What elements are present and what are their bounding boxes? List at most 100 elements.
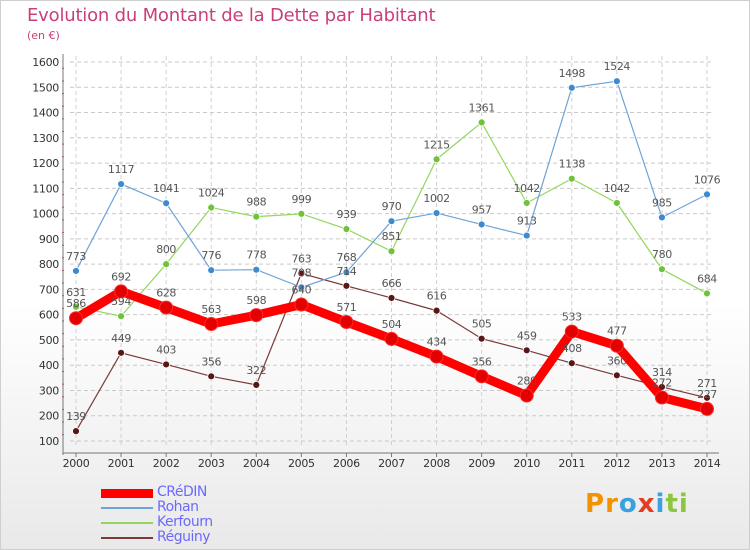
data-point: [252, 265, 261, 274]
legend-swatch: [101, 488, 153, 498]
data-point: [432, 155, 441, 164]
data-point: [567, 359, 576, 368]
data-label: 360: [607, 354, 627, 367]
y-tick-label: 800: [39, 258, 59, 271]
data-label: 773: [66, 250, 86, 263]
data-label: 356: [201, 355, 221, 368]
y-tick-label: 1500: [32, 81, 59, 94]
data-point: [522, 346, 531, 355]
data-label: 708: [291, 266, 311, 279]
data-label: 913: [517, 215, 537, 228]
data-point: [658, 213, 666, 222]
data-label: 640: [291, 284, 311, 297]
data-labels: 586 692 628 563 598 640 571 504 434 356 280 533 477 2…: [66, 60, 721, 423]
data-label: 139: [66, 410, 86, 423]
data-point: [703, 393, 711, 402]
data-label: 988: [246, 196, 266, 209]
y-tick-label: 1100: [32, 182, 59, 195]
data-label: 628: [156, 287, 176, 300]
data-point: [477, 118, 486, 127]
y-tick-label: 1400: [32, 107, 59, 120]
x-tick-label: 2004: [243, 457, 270, 470]
legend-swatch: [101, 537, 153, 539]
data-point: [117, 180, 125, 188]
data-point: [342, 268, 351, 277]
data-point: [72, 267, 80, 275]
data-point: [609, 338, 624, 353]
data-point: [432, 209, 441, 217]
data-point: [297, 209, 306, 218]
data-label: 1524: [604, 60, 631, 73]
x-tick-label: 2012: [603, 457, 630, 470]
data-label: 598: [246, 294, 266, 307]
data-point: [204, 317, 219, 332]
data-label: 1498: [559, 67, 586, 80]
chart-subtitle: (en €): [27, 29, 60, 42]
data-point: [249, 308, 264, 323]
x-tick-label: 2007: [378, 457, 405, 470]
x-tick-label: 2014: [694, 457, 721, 470]
y-tick-label: 600: [39, 309, 59, 322]
data-label: 563: [201, 303, 221, 316]
data-label: 1002: [423, 192, 449, 205]
data-point: [252, 212, 261, 221]
data-label: 1041: [153, 182, 179, 195]
data-label: 504: [382, 318, 402, 331]
data-label: 1361: [468, 101, 494, 114]
data-point: [387, 294, 396, 302]
data-point: [339, 314, 354, 329]
y-tick-label: 300: [39, 384, 59, 397]
logo-letter: r: [605, 489, 619, 519]
data-label: 999: [291, 193, 311, 206]
data-point: [162, 260, 171, 269]
data-label: 957: [472, 203, 492, 216]
data-point: [207, 203, 216, 212]
data-point: [384, 331, 399, 346]
axes: 100 200 300 400 500 600 700 800 900 1000 1100 1200 1…: [32, 54, 721, 470]
y-tick-label: 400: [39, 359, 59, 372]
data-point: [703, 289, 711, 298]
data-point: [612, 199, 621, 207]
logo-letter: x: [637, 489, 656, 519]
chart-title: Evolution du Montant de la Dette par Hab…: [27, 5, 436, 26]
data-label: 477: [607, 325, 627, 338]
x-tick-label: 2013: [649, 457, 676, 470]
data-point: [159, 300, 174, 315]
data-point: [522, 231, 531, 240]
legend-swatch: [101, 522, 153, 524]
data-point: [342, 225, 351, 233]
data-label: 800: [156, 243, 176, 256]
data-point: [522, 199, 531, 207]
x-tick-label: 2006: [333, 457, 360, 470]
data-point: [567, 83, 576, 92]
data-label: 616: [427, 290, 447, 303]
x-tick-label: 2008: [423, 457, 450, 470]
data-label: 1042: [514, 182, 540, 195]
data-label: 1076: [694, 173, 721, 186]
x-tick-label: 2000: [63, 457, 90, 470]
data-point: [519, 388, 534, 403]
data-label: 449: [111, 332, 131, 345]
data-point: [474, 369, 489, 384]
data-label: 970: [382, 200, 402, 213]
y-tick-label: 1600: [32, 56, 59, 69]
series-lines: [69, 77, 714, 436]
x-tick-label: 2005: [288, 457, 315, 470]
data-label: 434: [427, 336, 447, 349]
y-tick-label: 500: [39, 334, 59, 347]
data-label: 692: [111, 270, 131, 283]
logo-letter: i: [678, 489, 689, 519]
data-point: [612, 371, 621, 380]
x-tick-label: 2009: [468, 457, 495, 470]
data-label: 505: [472, 318, 492, 331]
data-label: 403: [156, 343, 176, 356]
data-point: [612, 77, 621, 86]
data-label: 280: [517, 375, 537, 388]
data-point: [114, 284, 129, 299]
y-tick-label: 1300: [32, 132, 59, 145]
data-point: [252, 381, 261, 389]
data-point: [387, 217, 396, 226]
data-label: 1024: [198, 187, 225, 200]
x-tick-label: 2011: [558, 457, 585, 470]
